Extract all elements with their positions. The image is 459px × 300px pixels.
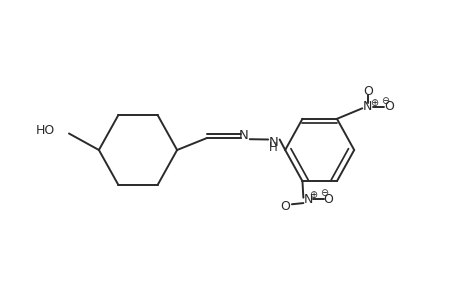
Text: ⊕: ⊕ — [369, 98, 377, 108]
Text: O: O — [362, 85, 372, 98]
Text: O: O — [280, 200, 289, 213]
Text: ⊕: ⊕ — [309, 190, 317, 200]
Text: N: N — [268, 136, 278, 149]
Text: O: O — [323, 193, 333, 206]
Text: O: O — [383, 100, 393, 113]
Text: ⊖: ⊖ — [381, 96, 388, 106]
Text: N: N — [302, 193, 312, 206]
Text: N: N — [362, 100, 372, 113]
Text: H: H — [269, 141, 278, 154]
Text: N: N — [238, 129, 248, 142]
Text: ⊖: ⊖ — [319, 188, 327, 198]
Text: HO: HO — [36, 124, 55, 137]
